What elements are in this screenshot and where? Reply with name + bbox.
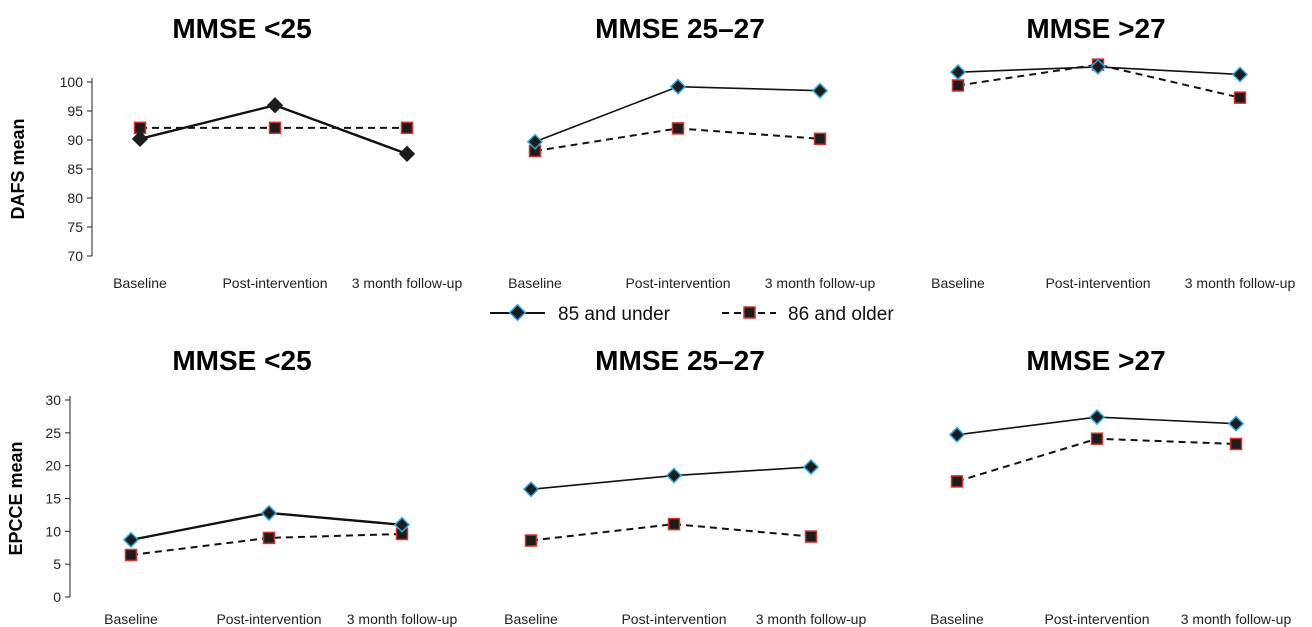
y-tick-label: 85 — [67, 161, 83, 177]
legend-label-85-under: 85 and under — [558, 304, 671, 325]
point-85-under — [393, 516, 411, 533]
point-85-under — [669, 78, 687, 95]
category-label: Baseline — [508, 275, 562, 291]
panel-title: MMSE <25 — [172, 345, 311, 376]
panel-title: MMSE 25–27 — [595, 13, 765, 44]
point-86-older — [400, 121, 414, 135]
point-86-older — [667, 517, 681, 531]
epcce-chart: 0 5 10 15 20 25 30 EPCCE mean MMSE <25 Baseline Po… — [6, 345, 1291, 627]
point-85-under — [526, 133, 544, 150]
point-85-under — [398, 145, 416, 163]
category-label: 3 month follow-up — [347, 611, 458, 627]
y-tick-label: 80 — [67, 190, 83, 206]
category-label: Baseline — [930, 611, 984, 627]
category-label: Baseline — [504, 611, 558, 627]
y-tick-label: 10 — [45, 523, 61, 539]
panel: MMSE >27 Baseline Post-intervention 3 month… — [931, 13, 1295, 291]
point-86-older — [950, 475, 964, 488]
category-label: Post-intervention — [216, 611, 321, 627]
category-label: Post-intervention — [621, 611, 726, 627]
category-label: 3 month follow-up — [1181, 611, 1292, 627]
point-85-under — [949, 64, 967, 81]
category-label: Baseline — [931, 275, 985, 291]
point-85-under — [1227, 415, 1245, 432]
point-85-under — [260, 504, 278, 522]
y-axis-label: DAFS mean — [8, 118, 28, 219]
category-label: 3 month follow-up — [765, 275, 876, 291]
point-85-under — [122, 531, 140, 549]
dafs-chart: 70 75 80 85 90 95 100 DAFS mean MMSE <25 Baseline… — [8, 13, 1295, 291]
y-axis-label: EPCCE mean — [6, 441, 26, 555]
point-86-older — [1090, 432, 1104, 445]
y-tick-label: 0 — [53, 589, 61, 605]
point-85-under — [802, 458, 820, 476]
legend: 85 and under 86 and older — [490, 303, 894, 325]
panel-title: MMSE >27 — [1026, 13, 1165, 44]
category-label: Post-intervention — [1045, 275, 1150, 291]
legend-marker-86-older — [743, 306, 756, 319]
y-tick-label: 30 — [45, 392, 61, 408]
point-85-under — [811, 82, 829, 99]
legend-label-86-older: 86 and older — [788, 304, 894, 325]
point-86-older — [268, 121, 282, 135]
category-label: Baseline — [104, 611, 158, 627]
y-tick-label: 20 — [45, 458, 61, 474]
y-tick-label: 25 — [45, 425, 61, 441]
category-label: Post-intervention — [222, 275, 327, 291]
panel-title: MMSE 25–27 — [595, 345, 765, 376]
category-label: 3 month follow-up — [756, 611, 867, 627]
point-85-under — [522, 481, 540, 498]
point-85-under — [665, 467, 683, 484]
panel: MMSE 25–27 Baseline Post-intervention 3 mon… — [508, 13, 875, 291]
panel: MMSE 25–27 Baseline Post-intervention 3 mon… — [504, 345, 866, 627]
y-tick-label: 5 — [53, 556, 61, 572]
panel: MMSE <25 Baseline Post-intervention 3 month… — [113, 13, 462, 291]
panel-title: MMSE <25 — [172, 13, 311, 44]
category-label: Post-intervention — [625, 275, 730, 291]
point-85-under — [948, 426, 966, 443]
point-86-older — [804, 530, 818, 543]
point-86-older — [951, 79, 965, 92]
y-tick-label: 70 — [67, 248, 83, 264]
point-85-under — [266, 97, 284, 114]
point-86-older — [1229, 437, 1243, 451]
category-label: Baseline — [113, 275, 167, 291]
y-tick-label: 75 — [67, 219, 83, 235]
point-86-older — [524, 534, 538, 547]
point-85-under — [131, 130, 149, 147]
panel-title: MMSE >27 — [1026, 345, 1165, 376]
point-86-older — [671, 122, 685, 135]
point-86-older — [262, 531, 276, 545]
point-86-older — [1233, 91, 1247, 104]
panel: MMSE <25 Baseline Post-intervention 3 month… — [104, 345, 457, 627]
y-tick-label: 95 — [67, 103, 83, 119]
y-tick-label: 100 — [60, 74, 84, 90]
y-tick-label: 90 — [67, 132, 83, 148]
point-85-under — [1089, 58, 1107, 76]
category-label: 3 month follow-up — [352, 275, 463, 291]
panel: MMSE >27 Baseline Post-intervention 3 month… — [930, 345, 1291, 627]
category-label: Post-intervention — [1044, 611, 1149, 627]
series-line-86-older — [956, 437, 1237, 483]
legend-marker-85-under — [508, 303, 527, 322]
y-tick-label: 15 — [45, 491, 61, 507]
point-86-older — [124, 548, 138, 562]
point-85-under — [1088, 408, 1106, 426]
point-86-older — [813, 132, 827, 146]
point-85-under — [1231, 66, 1249, 83]
category-label: 3 month follow-up — [1185, 275, 1296, 291]
